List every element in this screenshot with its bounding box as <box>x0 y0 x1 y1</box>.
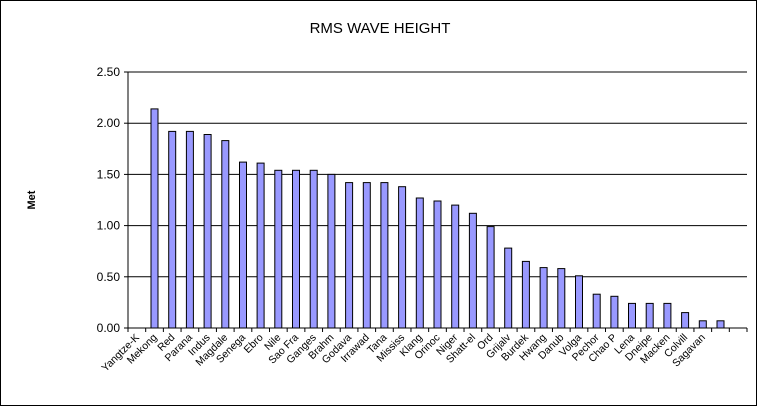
bar <box>274 169 283 329</box>
axes <box>124 71 748 332</box>
bar <box>239 161 247 329</box>
bar <box>557 268 566 329</box>
bar <box>203 134 212 329</box>
bar <box>539 267 548 329</box>
bar-series <box>150 108 725 329</box>
bar <box>521 260 530 329</box>
bar <box>415 197 424 329</box>
bar <box>398 186 407 329</box>
x-category-labels: Yangtze-KMekongRedParanaIndusMagdaleSene… <box>99 331 708 374</box>
bar <box>221 140 230 329</box>
bar <box>150 108 159 329</box>
bar <box>468 212 477 329</box>
bar <box>575 275 583 329</box>
bar <box>256 162 265 329</box>
bar <box>168 130 177 329</box>
bar <box>592 293 601 329</box>
bar <box>185 130 194 329</box>
bar <box>486 226 495 329</box>
bar <box>451 204 460 329</box>
y-axis-label: Met <box>26 190 38 209</box>
chart-title: RMS WAVE HEIGHT <box>310 20 451 37</box>
y-tick-label: 2.00 <box>97 116 121 130</box>
y-tick-label: 1.50 <box>97 167 121 181</box>
bar <box>610 295 619 329</box>
bar <box>327 173 336 329</box>
y-tick-label: 0.50 <box>97 270 121 284</box>
y-tick-label: 0.00 <box>97 321 121 335</box>
y-tick-label: 2.50 <box>97 65 121 79</box>
bar <box>681 312 690 329</box>
bar <box>645 302 654 329</box>
bar <box>292 169 300 329</box>
gridlines <box>128 71 747 278</box>
bar <box>345 182 354 329</box>
bar <box>698 320 707 329</box>
bar <box>504 247 513 329</box>
bar <box>628 302 636 329</box>
bar <box>433 200 442 329</box>
bar <box>380 182 389 329</box>
bar <box>663 302 672 329</box>
bar <box>716 320 725 329</box>
bar <box>362 182 371 329</box>
bar <box>309 169 318 329</box>
y-tick-label: 1.00 <box>97 219 121 233</box>
y-tick-labels: 0.00 0.50 1.00 1.50 2.00 2.50 <box>97 65 121 335</box>
